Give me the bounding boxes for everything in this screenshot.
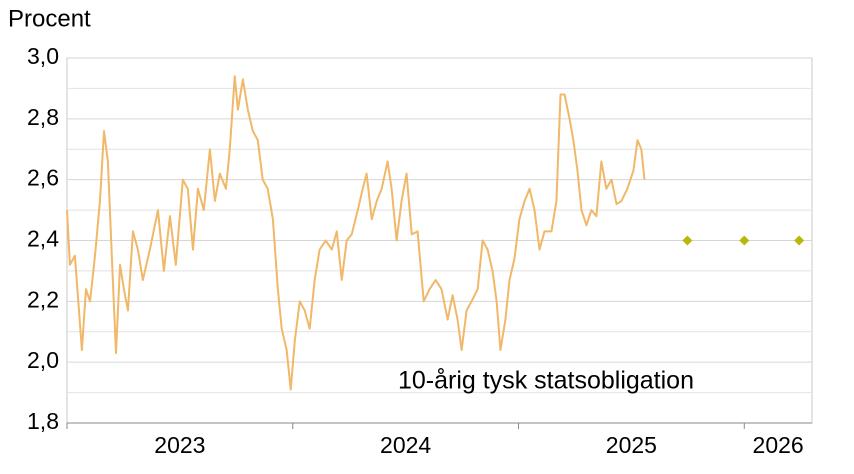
forecast-marker bbox=[682, 235, 693, 246]
y-tick-label: 2,6 bbox=[27, 165, 59, 191]
legend-label: 10-årig tysk statsobligation bbox=[398, 367, 694, 395]
x-tick-label: 2024 bbox=[380, 432, 431, 458]
series-line bbox=[66, 75, 646, 391]
x-tick-label: 2026 bbox=[753, 432, 804, 458]
forecast-marker bbox=[739, 235, 750, 246]
y-tick-label: 2,2 bbox=[27, 286, 59, 312]
forecast-marker bbox=[794, 235, 805, 246]
x-tick-label: 2023 bbox=[154, 432, 205, 458]
y-tick-label: 2,4 bbox=[27, 226, 59, 252]
y-tick-label: 1,8 bbox=[27, 408, 59, 434]
y-axis-label: Procent bbox=[8, 5, 91, 32]
y-tick-label: 3,0 bbox=[27, 43, 59, 69]
y-tick-label: 2,0 bbox=[27, 347, 59, 373]
y-tick-label: 2,8 bbox=[27, 104, 59, 130]
x-tick-label: 2025 bbox=[606, 432, 657, 458]
